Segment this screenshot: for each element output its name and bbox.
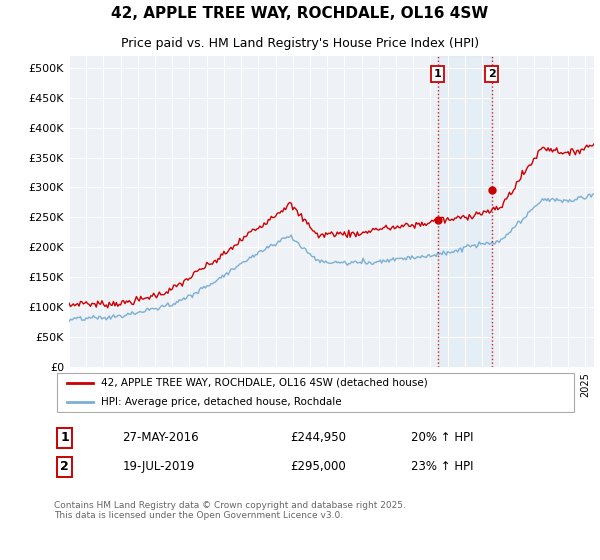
Text: 42, APPLE TREE WAY, ROCHDALE, OL16 4SW: 42, APPLE TREE WAY, ROCHDALE, OL16 4SW [112,6,488,21]
Text: £295,000: £295,000 [290,460,346,473]
Text: Contains HM Land Registry data © Crown copyright and database right 2025.
This d: Contains HM Land Registry data © Crown c… [54,501,406,520]
Text: 19-JUL-2019: 19-JUL-2019 [122,460,194,473]
Text: 2: 2 [488,69,496,79]
Text: 2: 2 [60,460,69,473]
Bar [437,56,491,367]
Text: HPI: Average price, detached house, Rochdale: HPI: Average price, detached house, Roch… [101,397,342,407]
Text: 23% ↑ HPI: 23% ↑ HPI [411,460,473,473]
Text: 27-MAY-2016: 27-MAY-2016 [122,431,199,445]
Text: 20% ↑ HPI: 20% ↑ HPI [411,431,473,445]
Text: £244,950: £244,950 [290,431,346,445]
Text: Price paid vs. HM Land Registry's House Price Index (HPI): Price paid vs. HM Land Registry's House … [121,36,479,50]
Text: 1: 1 [60,431,69,445]
FancyBboxPatch shape [56,373,574,412]
Text: 42, APPLE TREE WAY, ROCHDALE, OL16 4SW (detached house): 42, APPLE TREE WAY, ROCHDALE, OL16 4SW (… [101,377,428,388]
Text: 1: 1 [434,69,442,79]
